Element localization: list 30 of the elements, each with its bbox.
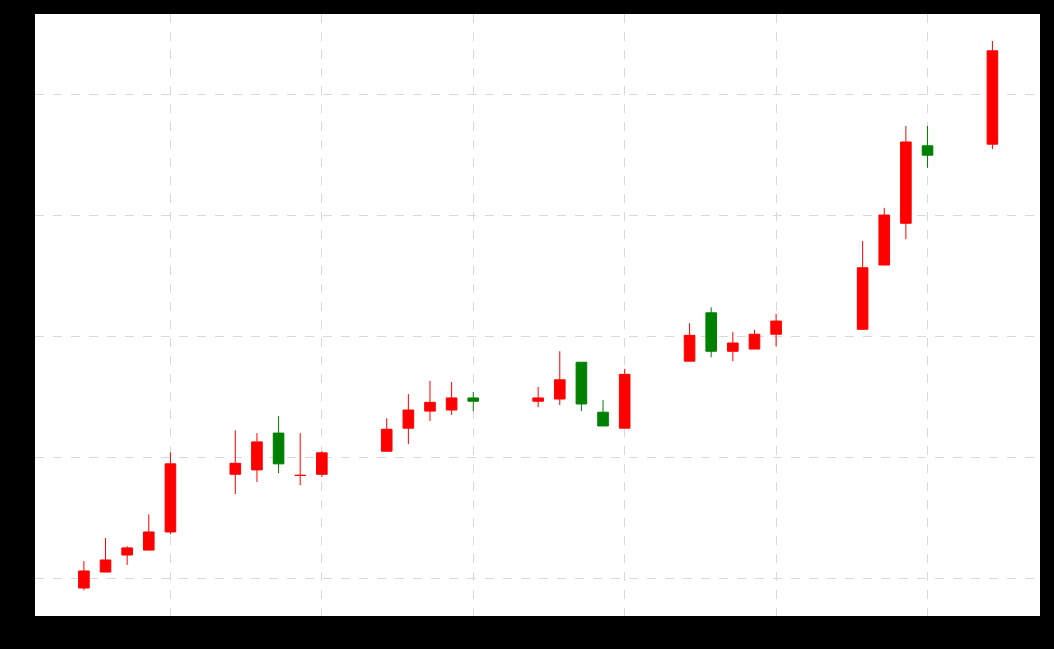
candlestick — [575, 361, 588, 412]
candlestick — [229, 429, 242, 495]
candlestick — [294, 432, 306, 486]
candlestick — [467, 391, 480, 412]
candlestick — [78, 560, 90, 591]
candlestick — [553, 350, 566, 406]
candlestick — [878, 207, 891, 266]
candlestick — [445, 381, 458, 416]
candlestick — [251, 432, 263, 483]
candlestick — [597, 399, 609, 427]
candlestick — [900, 125, 912, 240]
candlestick — [316, 450, 328, 478]
candlestick — [727, 331, 739, 362]
candlestick — [748, 329, 761, 350]
candlestick — [618, 368, 631, 429]
candlestick — [986, 40, 999, 150]
candlestick — [272, 415, 285, 474]
candlestick — [121, 545, 133, 566]
candlestick — [424, 380, 436, 422]
candlestick — [402, 393, 415, 445]
candlestick — [856, 240, 869, 331]
candlestick — [921, 125, 934, 169]
candlestick — [164, 451, 177, 535]
candlestick — [380, 417, 393, 452]
candlestick — [770, 313, 782, 347]
candlestick — [683, 322, 696, 362]
candlestick — [99, 537, 112, 573]
candlestick — [705, 306, 717, 358]
candlestick — [142, 513, 155, 551]
candlestick — [532, 386, 544, 408]
